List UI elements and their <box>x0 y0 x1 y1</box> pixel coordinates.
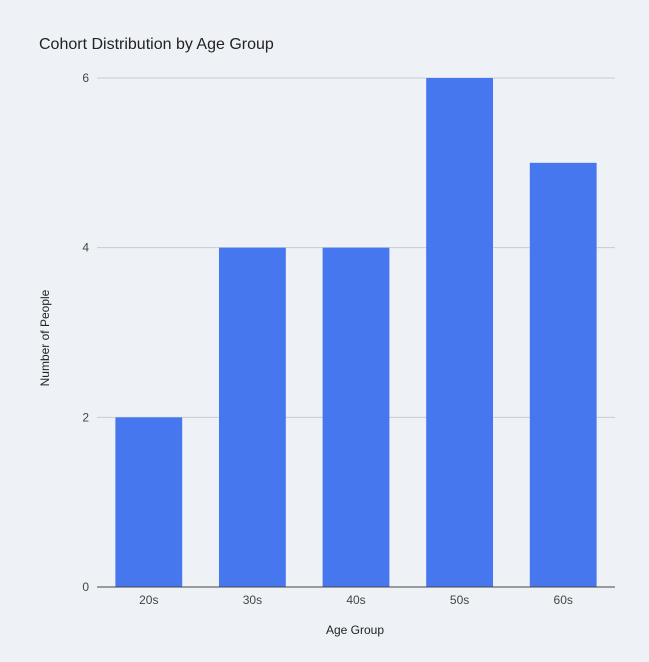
y-tick-labels: 0 2 4 6 <box>82 71 89 594</box>
y-tick-label: 4 <box>82 241 89 255</box>
x-tick-label: 20s <box>139 593 158 607</box>
y-tick-label: 2 <box>82 410 89 424</box>
y-tick-label: 0 <box>82 580 89 594</box>
bar-20s <box>115 417 183 587</box>
bar-40s <box>322 247 390 587</box>
x-tick-label: 30s <box>243 593 262 607</box>
bar-50s <box>426 78 494 587</box>
x-tick-label: 50s <box>450 593 469 607</box>
bars <box>115 78 597 588</box>
bar-60s <box>529 162 597 588</box>
y-tick-label: 6 <box>82 71 89 85</box>
y-axis-label: Number of People <box>38 289 52 386</box>
bar-30s <box>218 247 286 587</box>
x-axis-label: Age Group <box>326 623 384 637</box>
x-tick-label: 40s <box>346 593 365 607</box>
x-tick-labels: 20s 30s 40s 50s 60s <box>139 593 573 607</box>
chart-title: Cohort Distribution by Age Group <box>39 36 274 53</box>
x-tick-label: 60s <box>554 593 573 607</box>
